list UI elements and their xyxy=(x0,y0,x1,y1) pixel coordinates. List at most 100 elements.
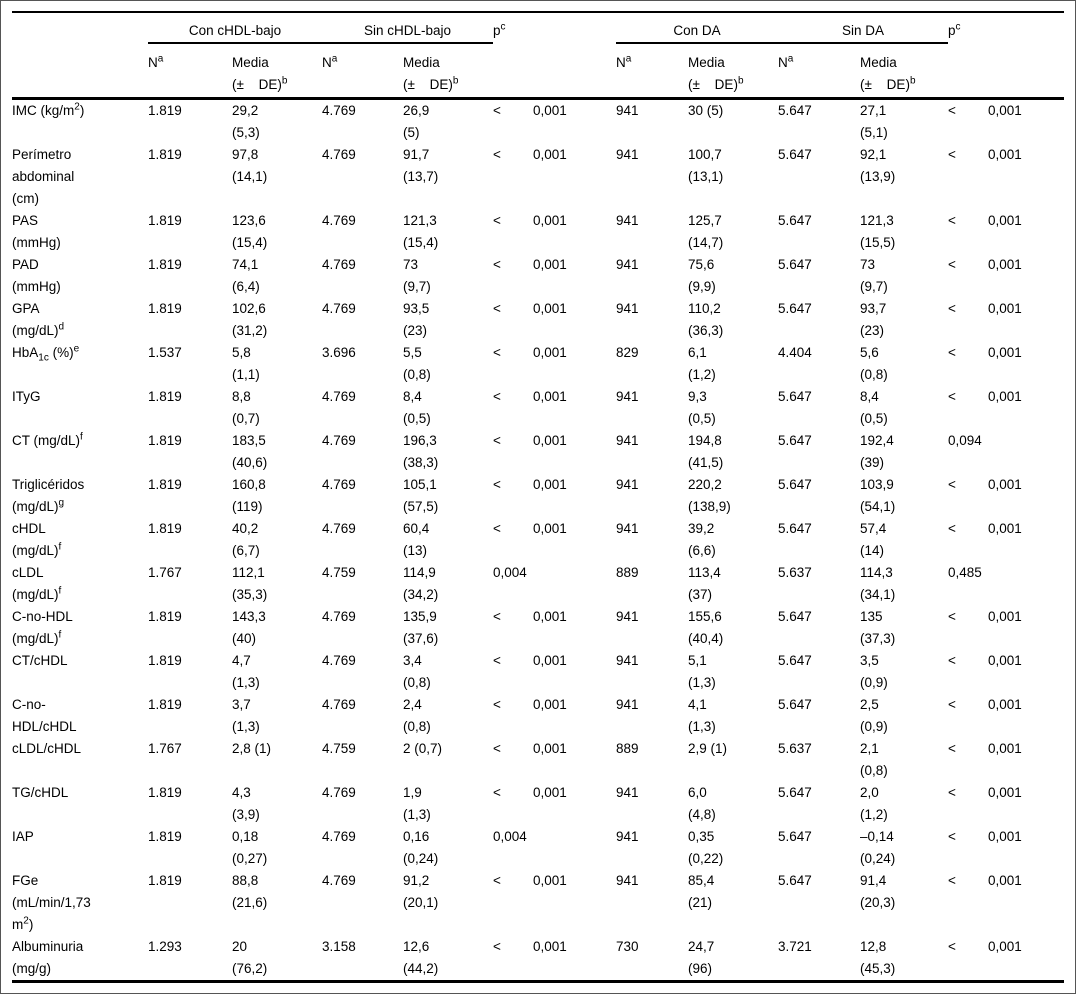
row-label: Albuminuria (mg/g) xyxy=(12,936,148,983)
row-label: cHDL (mg/dL)f xyxy=(12,521,62,558)
cell-media-sd: 2 (0,7) xyxy=(403,741,443,756)
row-label: PAS (mmHg) xyxy=(12,213,61,250)
cell-n: 1.767 xyxy=(148,741,182,756)
cell-p-value: 0,485 xyxy=(948,565,982,580)
cell-media-sd: 113,4 (37) xyxy=(688,565,721,602)
cell-p-value: <0,001 xyxy=(948,606,1064,650)
cell-n: 4.769 xyxy=(322,147,356,162)
cell-media-sd: –0,14 (0,24) xyxy=(860,829,896,866)
cell-media-sd: 4,1 (1,3) xyxy=(688,697,716,734)
row-label: CT/cHDL xyxy=(12,653,68,668)
cell-media-sd: 155,6 (40,4) xyxy=(688,609,724,646)
cell-media-sd: 57,4 (14) xyxy=(860,521,887,558)
table-row: GPA (mg/dL)d 1.819 102,6 (31,2) 4.769 93,5 (23)… xyxy=(12,298,1064,342)
cell-n: 4.769 xyxy=(322,103,356,118)
cell-n: 1.819 xyxy=(148,213,182,228)
cell-p-value: <0,001 xyxy=(948,342,1064,386)
less-than-sign: < xyxy=(493,477,501,492)
subheader-n: Na xyxy=(778,43,861,100)
cell-n: 5.637 xyxy=(778,741,812,756)
cell-n: 4.769 xyxy=(322,829,356,844)
cell-media-sd: 2,4 (0,8) xyxy=(403,697,431,734)
cell-n: 4.769 xyxy=(322,257,356,272)
cell-n: 941 xyxy=(616,609,639,624)
cell-media-sd: 5,6 (0,8) xyxy=(860,345,888,382)
less-than-sign: < xyxy=(493,433,501,448)
col-group-sin-da: Sin DA xyxy=(778,11,949,44)
table-row: FGe (mL/min/1,73 m2) 1.819 88,8 (21,6) 4.769 91… xyxy=(12,870,1064,936)
cell-n: 5.647 xyxy=(778,103,812,118)
less-than-sign: < xyxy=(493,521,501,536)
less-than-sign: < xyxy=(948,103,956,118)
table-row: HbA1c (%)e 1.537 5,8 (1,1) 3.696 5,5 (0,8) <0,0… xyxy=(12,342,1064,386)
col-group-p-right: pc xyxy=(948,11,1065,43)
cell-p-value: <0,001 xyxy=(948,650,1064,694)
table-row: ITyG 1.819 8,8 (0,7) 4.769 8,4 (0,5) <0,001 941 9… xyxy=(12,386,1064,430)
cell-media-sd: 40,2 (6,7) xyxy=(232,521,260,558)
subheader-media: Media (± DE)b xyxy=(232,43,323,100)
cell-n: 4.769 xyxy=(322,785,356,800)
cell-p-value: <0,001 xyxy=(948,826,1064,870)
less-than-sign: < xyxy=(948,301,956,316)
cell-media-sd: 123,6 (15,4) xyxy=(232,213,268,250)
less-than-sign: < xyxy=(948,829,956,844)
table-row: TG/cHDL 1.819 4,3 (3,9) 4.769 1,9 (1,3) <0,001 9… xyxy=(12,782,1064,826)
less-than-sign: < xyxy=(493,103,501,118)
less-than-sign: < xyxy=(948,477,956,492)
row-label: cLDL/cHDL xyxy=(12,741,82,756)
cell-n: 4.769 xyxy=(322,653,356,668)
cell-media-sd: 2,9 (1) xyxy=(688,741,728,756)
cell-media-sd: 110,2 (36,3) xyxy=(688,301,724,338)
cell-p-value: <0,001 xyxy=(493,430,616,474)
cell-p-value: <0,001 xyxy=(493,474,616,518)
cell-n: 941 xyxy=(616,257,639,272)
cell-n: 1.819 xyxy=(148,257,182,272)
cell-media-sd: 30 (5) xyxy=(688,103,724,118)
cell-n: 1.819 xyxy=(148,609,182,624)
cell-media-sd: 125,7 (14,7) xyxy=(688,213,724,250)
cell-n: 941 xyxy=(616,147,639,162)
cell-p-value: <0,001 xyxy=(948,738,1064,782)
cell-media-sd: 74,1 (6,4) xyxy=(232,257,260,294)
cell-p-value: 0,094 xyxy=(948,433,982,448)
table-row: CT (mg/dL)f 1.819 183,5 (40,6) 4.769 196,3 (38… xyxy=(12,430,1064,474)
cell-n: 829 xyxy=(616,345,639,360)
cell-p-value: <0,001 xyxy=(493,782,616,826)
cell-n: 4.769 xyxy=(322,301,356,316)
cell-p-value: <0,001 xyxy=(948,474,1064,518)
row-label: Triglicéridos (mg/dL)g xyxy=(12,477,85,514)
cell-p-value: <0,001 xyxy=(948,694,1064,738)
cell-n: 5.647 xyxy=(778,213,812,228)
cell-n: 4.769 xyxy=(322,213,356,228)
cell-n: 5.647 xyxy=(778,829,812,844)
cell-n: 5.647 xyxy=(778,389,812,404)
cell-n: 1.819 xyxy=(148,521,182,536)
cell-p-value: <0,001 xyxy=(493,738,616,782)
cell-n: 1.819 xyxy=(148,477,182,492)
table-row: IAP 1.819 0,18 (0,27) 4.769 0,16 (0,24) 0,004 94… xyxy=(12,826,1064,870)
cell-media-sd: 93,5 (23) xyxy=(403,301,430,338)
cell-media-sd: 183,5 (40,6) xyxy=(232,433,268,470)
cell-media-sd: 0,18 (0,27) xyxy=(232,829,268,866)
cell-media-sd: 26,9 (5) xyxy=(403,103,430,140)
less-than-sign: < xyxy=(948,741,956,756)
cell-media-sd: 143,3 (40) xyxy=(232,609,266,646)
cell-media-sd: 91,7 (13,7) xyxy=(403,147,439,184)
cell-media-sd: 24,7 (96) xyxy=(688,936,779,983)
less-than-sign: < xyxy=(493,389,501,404)
cell-n: 941 xyxy=(616,433,639,448)
cell-media-sd: 194,8 (41,5) xyxy=(688,433,724,470)
less-than-sign: < xyxy=(948,345,956,360)
cell-media-sd: 85,4 (21) xyxy=(688,873,715,910)
table-row: C-no-HDL (mg/dL)f 1.819 143,3 (40) 4.769 135,9… xyxy=(12,606,1064,650)
col-group-sin-chdl-bajo: Sin cHDL-bajo xyxy=(322,11,494,44)
cell-n: 4.404 xyxy=(778,345,812,360)
cell-media-sd: 5,5 (0,8) xyxy=(403,345,431,382)
cell-n: 941 xyxy=(616,653,639,668)
cell-n: 5.647 xyxy=(778,301,812,316)
cell-n: 3.721 xyxy=(778,936,861,983)
cell-media-sd: 5,8 (1,1) xyxy=(232,345,260,382)
less-than-sign: < xyxy=(493,741,501,756)
cell-p-value: <0,001 xyxy=(948,254,1064,298)
cell-p-value: <0,001 xyxy=(493,342,616,386)
